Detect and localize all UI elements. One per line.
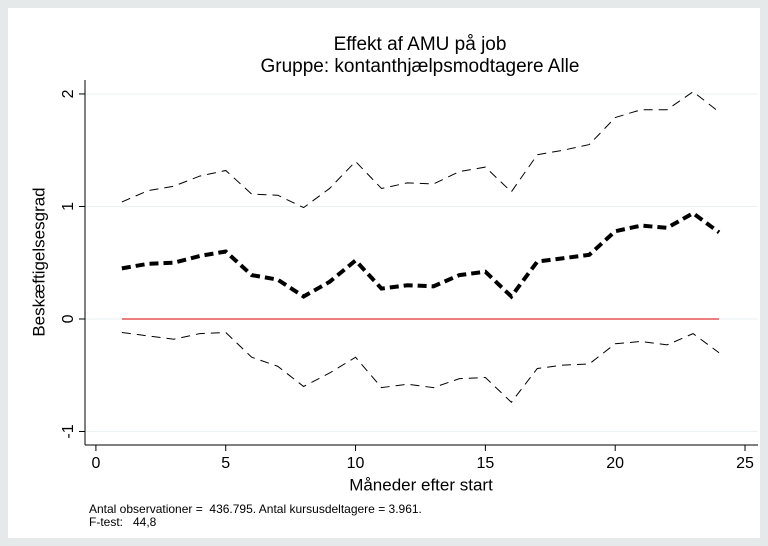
y-tick-label: 2	[60, 89, 77, 98]
note: Antal observationer = 436.795. Antal kur…	[89, 502, 422, 516]
series-line	[121, 91, 720, 209]
x-tick-label: 5	[221, 455, 230, 472]
y-tick-label: 0	[60, 314, 77, 323]
x-tick-label: 0	[91, 455, 100, 472]
y-tick-label: -1	[60, 424, 77, 438]
x-tick-label: 15	[476, 455, 494, 472]
note: F-test: 44,8	[89, 515, 157, 529]
x-tick-label: 10	[347, 455, 365, 472]
x-tick-label: 20	[606, 455, 624, 472]
series-line	[121, 210, 721, 300]
y-axis-title: Beskæftigelsesgrad	[29, 187, 48, 336]
graph-region	[8, 8, 760, 538]
chart-subtitle: Gruppe: kontanthjælpsmodtagere Alle	[261, 56, 580, 77]
chart-title: Effekt af AMU på job	[334, 34, 507, 55]
series-line	[121, 331, 720, 403]
y-tick-label: 1	[60, 202, 77, 211]
x-axis-title: Måneder efter start	[349, 475, 493, 494]
x-tick-label: 25	[736, 455, 754, 472]
